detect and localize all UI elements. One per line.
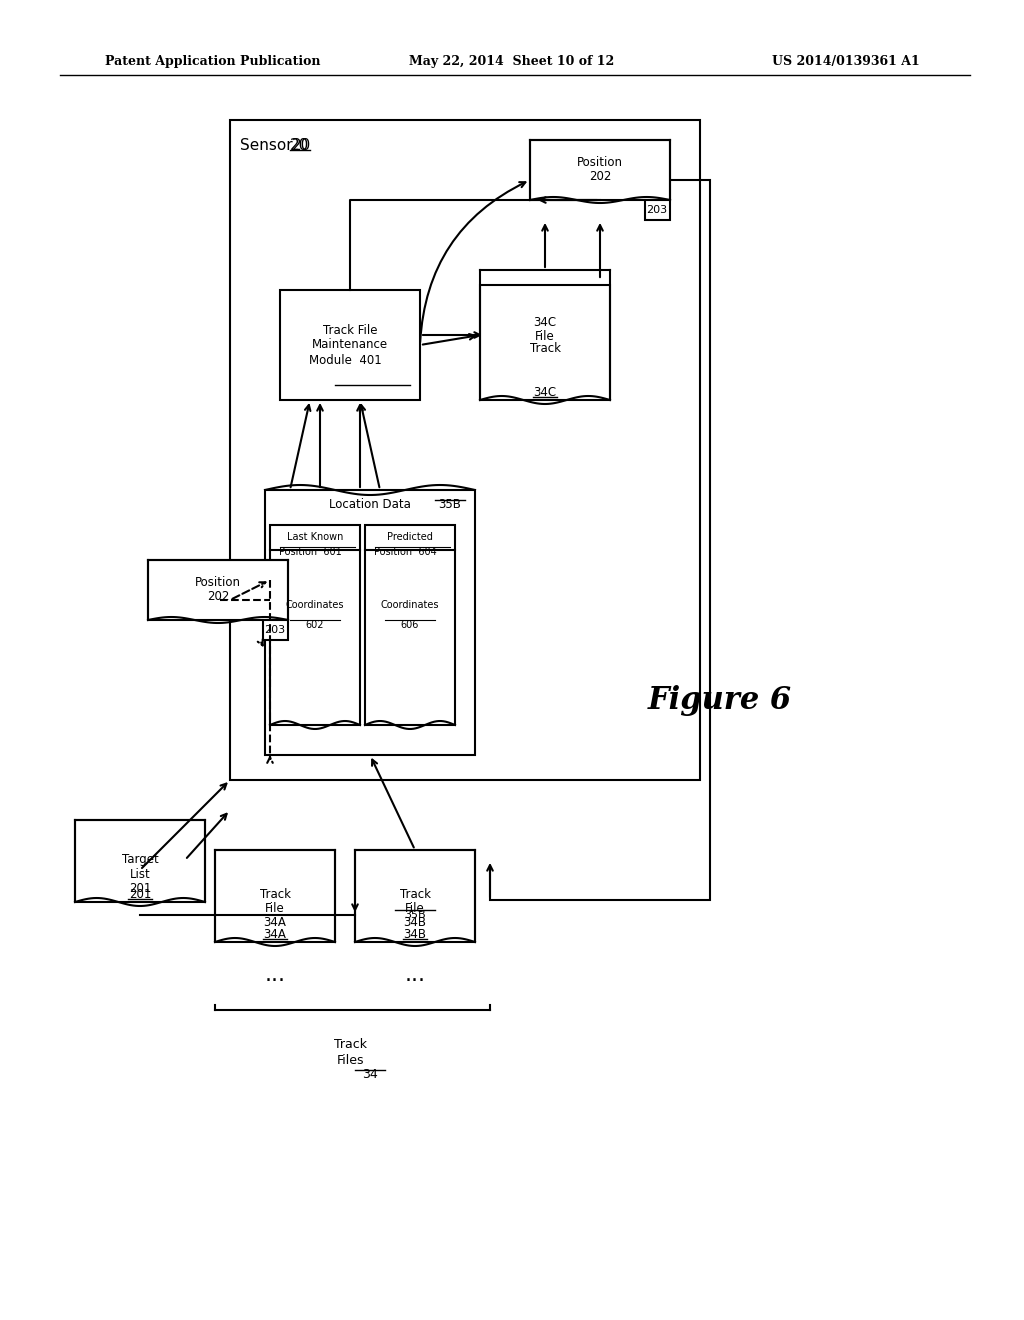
- Text: Last Known: Last Known: [287, 532, 343, 543]
- Bar: [75, 820, 205, 902]
- Text: Position: Position: [577, 157, 623, 169]
- Text: 201: 201: [129, 882, 152, 895]
- Bar: [645, 201, 670, 220]
- Text: 35B: 35B: [404, 909, 426, 920]
- Text: 34C: 34C: [534, 317, 557, 330]
- Text: 35B: 35B: [438, 499, 462, 511]
- Text: File: File: [406, 903, 425, 916]
- Text: File: File: [265, 903, 285, 916]
- Text: Patent Application Publication: Patent Application Publication: [105, 55, 321, 69]
- Text: Coordinates: Coordinates: [286, 601, 344, 610]
- Bar: [230, 120, 700, 780]
- Text: 34B: 34B: [403, 916, 427, 929]
- Text: May 22, 2014  Sheet 10 of 12: May 22, 2014 Sheet 10 of 12: [410, 55, 614, 69]
- Text: Track File: Track File: [323, 323, 377, 337]
- Text: ...: ...: [404, 965, 426, 985]
- Text: 202: 202: [207, 590, 229, 603]
- Text: Files: Files: [336, 1053, 364, 1067]
- Text: List: List: [130, 867, 151, 880]
- Text: Position  604: Position 604: [374, 546, 436, 557]
- Text: Track: Track: [399, 888, 430, 902]
- Bar: [265, 490, 475, 755]
- Text: 20: 20: [290, 137, 309, 153]
- Bar: [148, 560, 288, 620]
- Text: Predicted: Predicted: [387, 532, 433, 543]
- Text: Coordinates: Coordinates: [381, 601, 439, 610]
- Text: 602: 602: [306, 620, 325, 630]
- Text: Sensor: Sensor: [240, 137, 298, 153]
- Text: Track: Track: [529, 342, 560, 355]
- Bar: [530, 140, 670, 201]
- Text: 201: 201: [129, 887, 152, 900]
- Text: Track: Track: [259, 888, 291, 902]
- Text: Location Data: Location Data: [329, 499, 411, 511]
- Text: Position  601: Position 601: [279, 546, 341, 557]
- Text: Position: Position: [195, 577, 241, 590]
- Text: 34B: 34B: [403, 928, 427, 940]
- Text: 203: 203: [264, 624, 286, 635]
- Text: 34A: 34A: [263, 928, 287, 940]
- Bar: [215, 850, 335, 942]
- Text: 34C: 34C: [534, 385, 557, 399]
- Text: 606: 606: [400, 620, 419, 630]
- Text: 203: 203: [646, 205, 668, 215]
- Text: US 2014/0139361 A1: US 2014/0139361 A1: [772, 55, 920, 69]
- Text: Track: Track: [334, 1039, 367, 1052]
- Text: 34A: 34A: [263, 916, 287, 929]
- Text: 34: 34: [362, 1068, 378, 1081]
- Bar: [365, 525, 455, 725]
- Text: 20: 20: [292, 137, 311, 153]
- Text: 202: 202: [589, 170, 611, 183]
- Bar: [263, 620, 288, 640]
- Bar: [280, 290, 420, 400]
- Text: Target: Target: [122, 854, 159, 866]
- Bar: [480, 285, 610, 400]
- Text: File: File: [536, 330, 555, 342]
- Text: Module  401: Module 401: [308, 354, 381, 367]
- Text: ...: ...: [264, 965, 286, 985]
- Text: Maintenance: Maintenance: [312, 338, 388, 351]
- Text: Figure 6: Figure 6: [648, 685, 792, 715]
- Bar: [355, 850, 475, 942]
- Bar: [270, 525, 360, 725]
